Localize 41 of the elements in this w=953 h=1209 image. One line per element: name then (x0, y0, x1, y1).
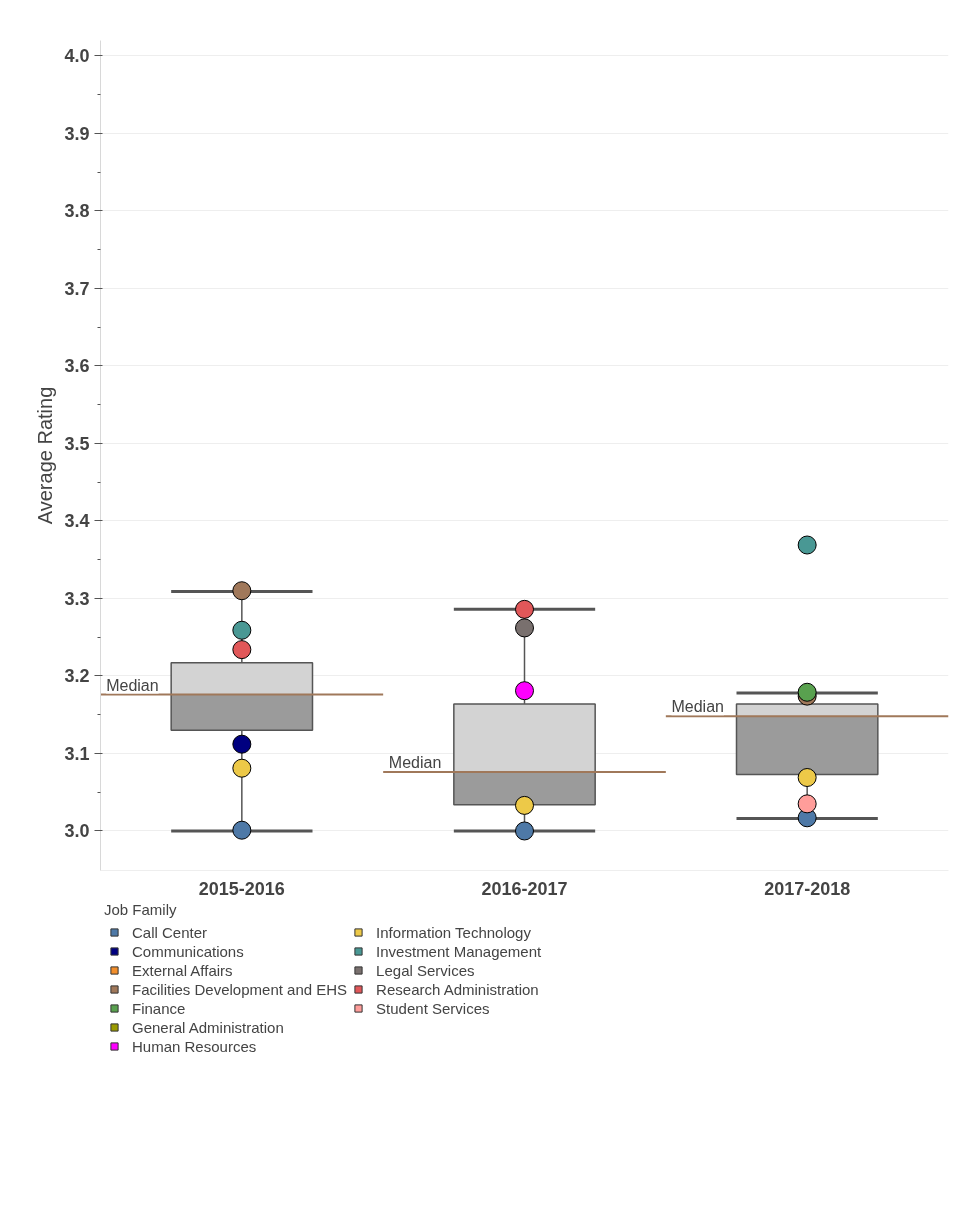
point (232, 734, 252, 754)
y-tick-label: 3.7 (64, 278, 90, 299)
y-tick-label: 3.3 (64, 588, 90, 609)
legend-label: General Administration (132, 1018, 284, 1036)
point (797, 768, 817, 787)
y-tick-label: 4.0 (64, 46, 90, 67)
y-tick-label: 3.8 (64, 201, 90, 222)
y-tick-label: 3.5 (64, 433, 90, 454)
legend-label: Facilities Development and EHS (132, 980, 348, 998)
annotation: Median (388, 754, 442, 772)
legend-label: Investment Management (376, 942, 542, 960)
point (515, 821, 534, 841)
legend-label: Finance (132, 999, 186, 1017)
x-tick-label: 2015-2016 (198, 878, 285, 899)
x-tick-label: 2016-2017 (481, 878, 568, 899)
y-tick-label: 3.1 (64, 743, 90, 764)
point (515, 599, 534, 619)
legend-label: Legal Services (376, 961, 475, 979)
annotation: Median (671, 698, 724, 716)
legend-label: Information Technology (376, 923, 531, 941)
y-tick-label: 3.2 (64, 666, 90, 687)
y-tick-label: 3.0 (64, 821, 90, 842)
legend-label: Call Center (132, 923, 208, 941)
legend-label: External Affairs (132, 961, 233, 979)
y-tick-label: 3.9 (64, 124, 90, 144)
annotation: Median (106, 676, 159, 694)
legend-label: Communications (132, 942, 244, 960)
x-tick-label: 2017-2018 (764, 878, 851, 899)
point (232, 620, 252, 640)
legend-label: Human Resources (132, 1037, 257, 1055)
point (515, 795, 534, 815)
y-tick-label: 3.6 (64, 356, 90, 377)
point (232, 758, 252, 778)
y-tick-label: 3.4 (64, 511, 90, 532)
point (232, 581, 252, 601)
legend-title: Job Family (104, 901, 178, 918)
point (232, 820, 252, 840)
point (232, 640, 252, 660)
y-axis-title: Average Rating (34, 386, 57, 525)
legend-label: Student Services (376, 999, 490, 1017)
legend-label: Research Administration (376, 980, 539, 998)
